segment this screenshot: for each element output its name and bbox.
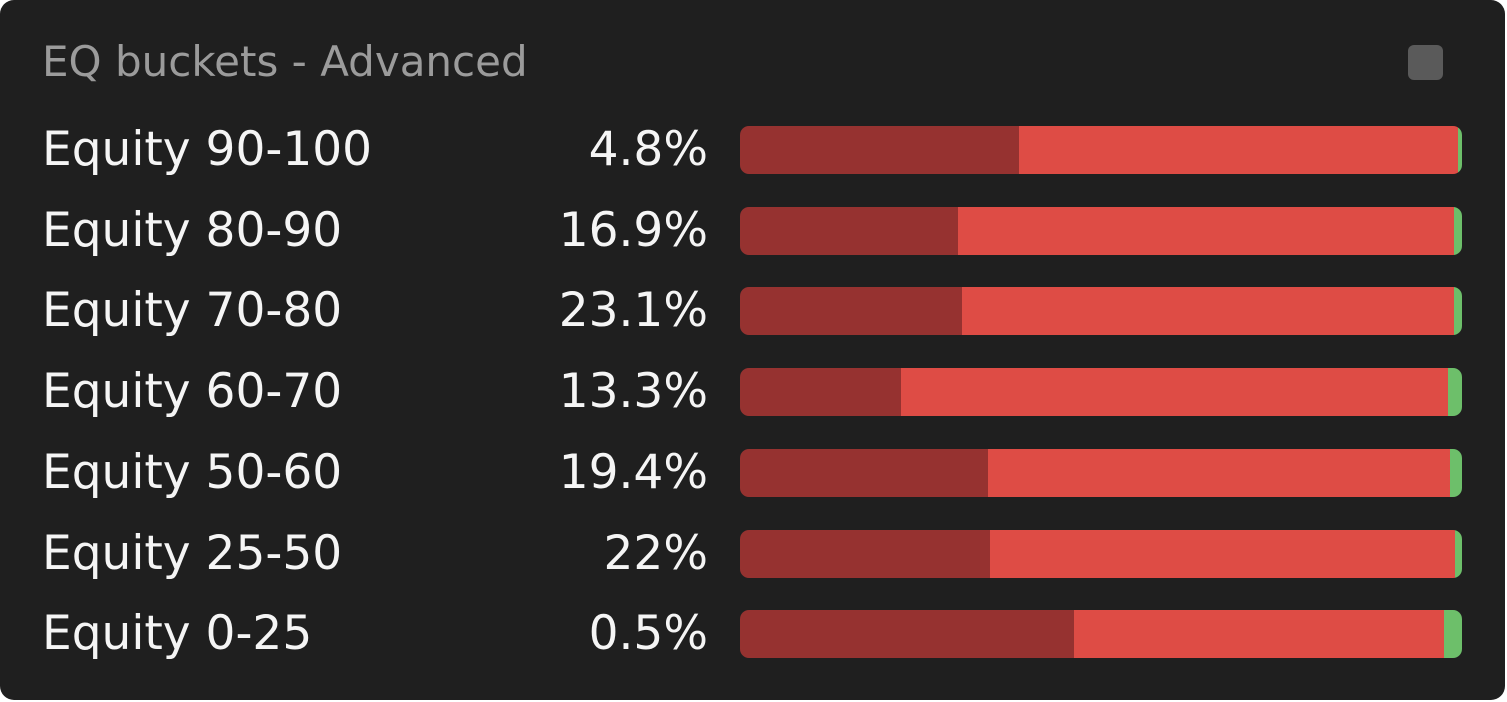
bar-segment [740, 448, 988, 497]
bucket-label: Equity 25-50 [42, 525, 343, 581]
bar-segment [740, 126, 1019, 174]
bucket-row: Equity 60-70 13.3% [0, 367, 1505, 417]
bar-segment [901, 368, 1449, 417]
bucket-bar [740, 448, 1462, 497]
bucket-label: Equity 80-90 [42, 202, 343, 258]
bar-segment [1448, 368, 1462, 417]
bar-segment [1449, 448, 1462, 497]
bucket-row: Equity 25-50 22% [0, 525, 1505, 581]
bucket-bar [740, 206, 1462, 255]
bucket-row: Equity 90-100 4.8% [0, 125, 1505, 175]
bar-segment [1018, 126, 1458, 174]
bucket-share: 0.5% [588, 606, 708, 662]
bucket-share: 23.1% [558, 283, 708, 339]
bucket-bar [740, 287, 1462, 336]
bucket-row: Equity 0-25 0.5% [0, 609, 1505, 659]
bar-segment [962, 287, 1455, 336]
bar-segment [989, 529, 1455, 578]
bucket-share: 13.3% [558, 364, 708, 420]
bar-segment [740, 206, 959, 255]
bucket-bar [740, 610, 1462, 659]
bar-segment [1443, 610, 1462, 659]
bucket-row: Equity 50-60 19.4% [0, 444, 1505, 500]
bucket-share: 19.4% [558, 444, 708, 500]
bar-segment [740, 610, 1075, 659]
bucket-bar [740, 529, 1462, 578]
bar-segment [1454, 206, 1462, 255]
bucket-label: Equity 0-25 [42, 606, 313, 662]
bucket-label: Equity 90-100 [42, 122, 373, 177]
bar-segment [958, 206, 1455, 255]
bar-segment [740, 368, 901, 417]
bar-segment [987, 448, 1450, 497]
bucket-label: Equity 50-60 [42, 444, 343, 500]
bucket-share: 4.8% [588, 122, 708, 177]
bar-segment [740, 287, 963, 336]
bar-segment [1454, 529, 1462, 578]
bucket-row: Equity 70-80 23.1% [0, 286, 1505, 336]
checkbox[interactable] [1408, 45, 1443, 80]
bar-segment [1457, 126, 1462, 174]
bar-segment [1454, 287, 1462, 336]
bucket-label: Equity 60-70 [42, 364, 343, 420]
bucket-share: 22% [603, 525, 708, 581]
bucket-row: Equity 80-90 16.9% [0, 202, 1505, 258]
widget-title: EQ buckets - Advanced [42, 37, 528, 86]
bar-segment [1074, 610, 1444, 659]
bar-segment [740, 529, 990, 578]
bucket-bar [740, 368, 1462, 417]
bucket-share: 16.9% [558, 202, 708, 258]
bucket-bar [740, 126, 1462, 174]
bucket-label: Equity 70-80 [42, 283, 343, 339]
